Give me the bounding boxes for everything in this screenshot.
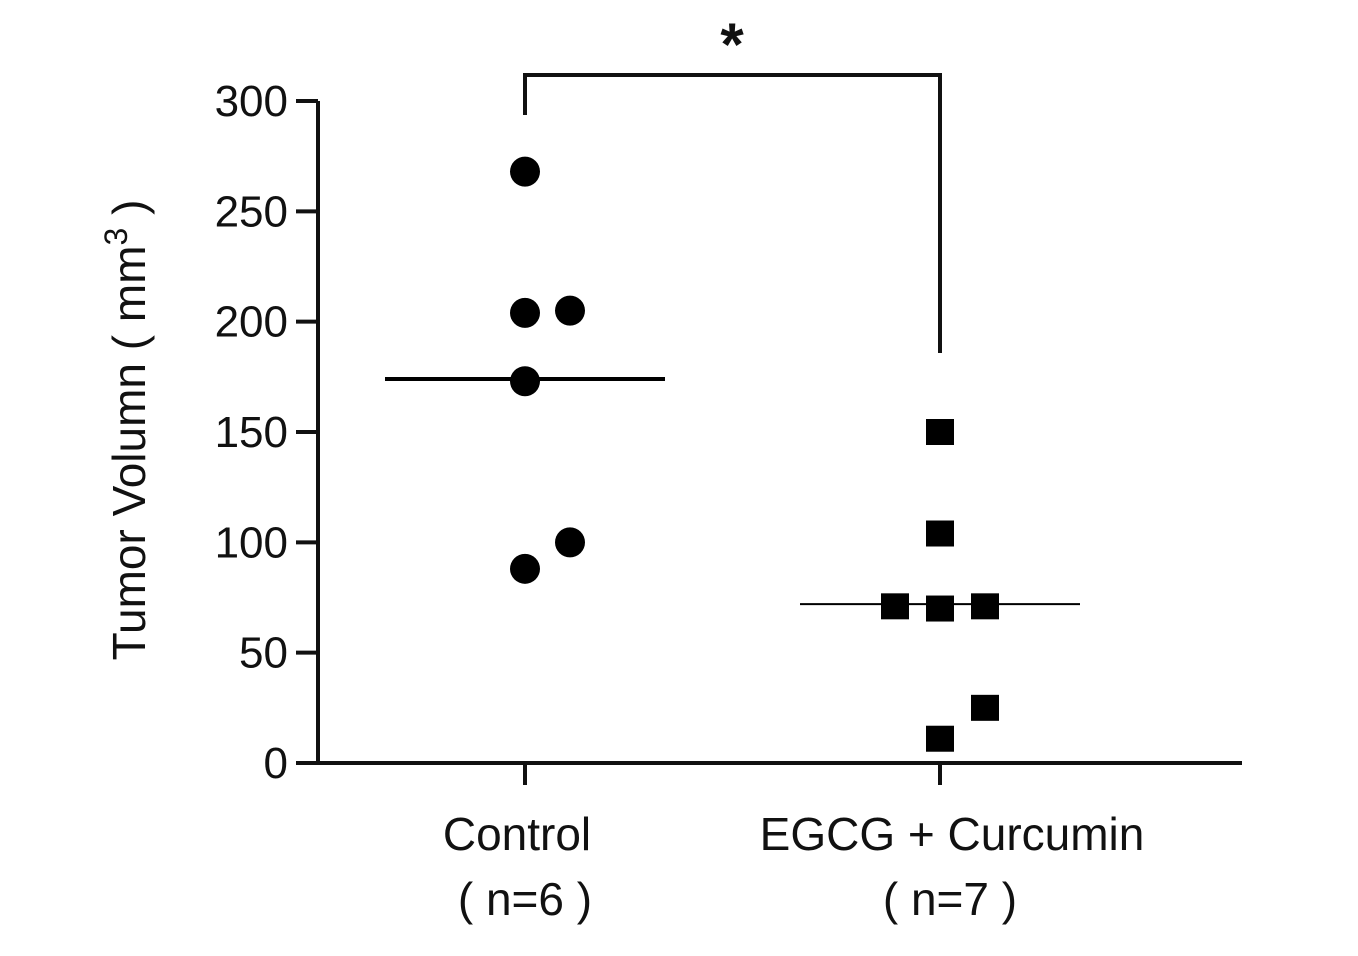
data-point-square — [926, 725, 954, 752]
data-point-square — [926, 520, 954, 547]
data-point-circle — [510, 297, 540, 328]
significance-bracket: * — [523, 11, 942, 353]
y-tick-label: 300 — [215, 77, 288, 126]
data-point-square — [926, 419, 954, 445]
x-tick-sublabel: ( n=6 ) — [458, 873, 592, 925]
data-point-circle — [510, 156, 540, 187]
bracket-line — [523, 73, 942, 353]
axes — [316, 101, 1242, 765]
y-axis-label-close: ) — [103, 200, 155, 228]
data-points — [510, 156, 999, 752]
data-point-square — [926, 595, 954, 622]
data-point-square — [881, 593, 909, 620]
mean-lines — [385, 377, 1080, 606]
data-point-circle — [555, 295, 585, 326]
data-point-circle — [510, 366, 540, 397]
data-point-circle — [555, 527, 585, 558]
data-point-square — [971, 593, 999, 620]
x-tick-label: Control — [443, 808, 591, 860]
y-tick-label: 50 — [239, 629, 288, 678]
y-tick-label: 0 — [264, 739, 288, 788]
data-point-square — [971, 694, 999, 721]
y-axis-label: Tumor Volumn ( mm3 ) — [98, 200, 155, 661]
y-tick-label: 100 — [215, 518, 288, 567]
y-axis-label-superscript: 3 — [98, 228, 134, 246]
data-point-circle — [510, 553, 540, 584]
x-tick-sublabel: ( n=7 ) — [883, 873, 1017, 925]
y-tick-label: 200 — [215, 298, 288, 347]
y-axis-ticks: 0 50 100 150 200 250 300 — [215, 77, 318, 788]
category-labels: Control ( n=6 ) EGCG + Curcumin ( n=7 ) — [443, 763, 1145, 925]
x-tick-label: EGCG + Curcumin — [760, 808, 1145, 860]
significance-star: * — [720, 11, 744, 78]
y-axis-label-text: Tumor Volumn ( mm — [103, 245, 155, 660]
y-tick-label: 250 — [215, 187, 288, 236]
y-tick-label: 150 — [215, 408, 288, 457]
